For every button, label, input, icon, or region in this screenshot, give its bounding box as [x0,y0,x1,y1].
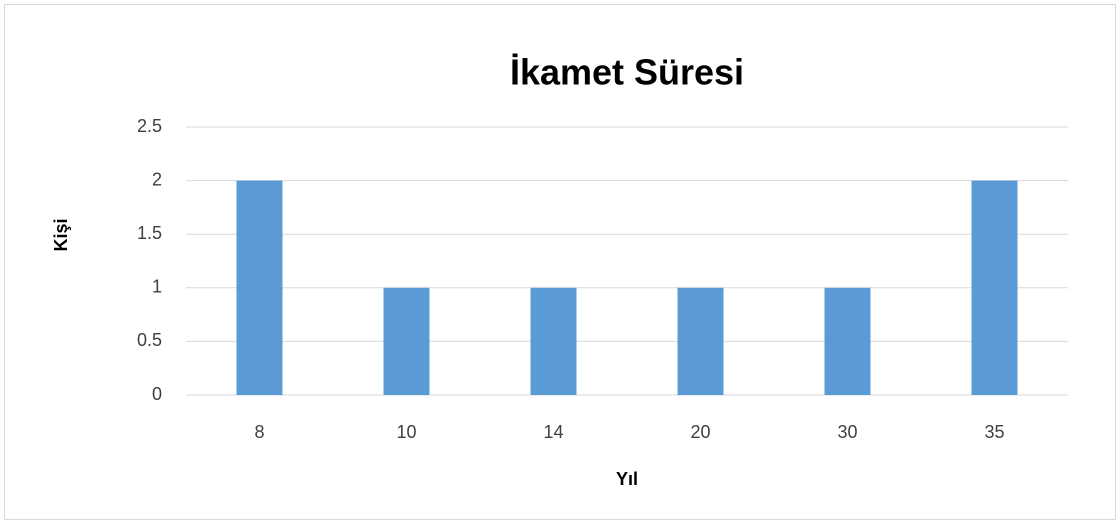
chart-border [4,4,1116,520]
bar [824,287,871,395]
y-tick-label: 2.5 [137,116,162,136]
y-axis-label: Kişi [51,218,71,251]
y-tick-label: 1.5 [137,223,162,243]
bar [677,287,724,395]
y-tick-label: 0.5 [137,330,162,350]
x-tick-label: 35 [984,422,1004,442]
bar [530,287,577,395]
bar [971,180,1018,395]
y-tick-label: 2 [152,169,162,189]
x-tick-label: 20 [690,422,710,442]
bar [236,180,283,395]
x-tick-label: 10 [396,422,416,442]
bar [383,287,430,395]
y-tick-label: 1 [152,277,162,297]
y-tick-label: 0 [152,384,162,404]
chart-title: İkamet Süresi [510,52,744,93]
x-tick-label: 14 [543,422,563,442]
x-tick-label: 8 [254,422,264,442]
x-axis-label: Yıl [616,469,638,489]
x-tick-label: 30 [837,422,857,442]
